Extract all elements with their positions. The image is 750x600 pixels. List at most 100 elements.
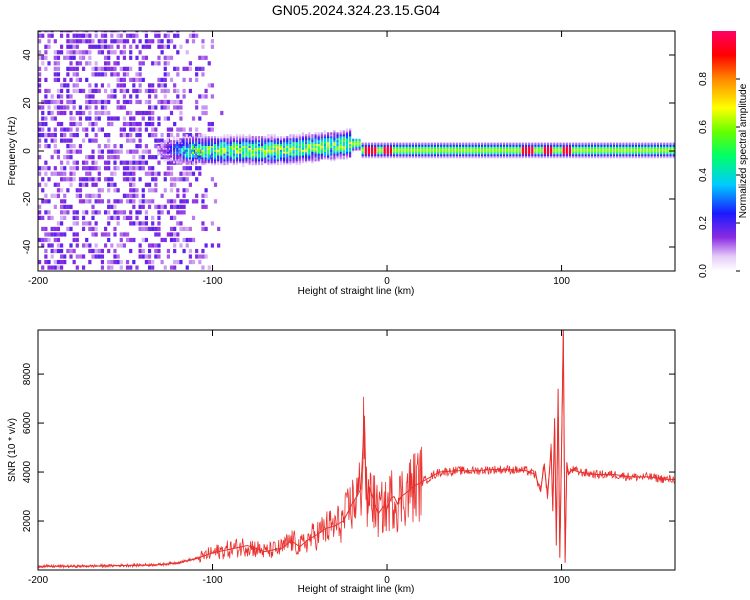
heatmap-cell bbox=[270, 161, 273, 164]
heatmap-cell bbox=[163, 147, 166, 150]
heatmap-cell bbox=[107, 116, 111, 121]
heatmap-cell bbox=[72, 39, 76, 44]
heatmap-cell bbox=[352, 148, 355, 151]
heatmap-cell bbox=[166, 254, 170, 259]
heatmap-cell bbox=[81, 50, 86, 55]
heatmap-cell bbox=[122, 243, 127, 248]
heatmap-cell bbox=[421, 150, 424, 153]
heatmap-cell bbox=[327, 153, 330, 156]
heatmap-cell bbox=[47, 133, 51, 138]
heatmap-cell bbox=[198, 166, 202, 171]
heatmap-cell bbox=[88, 226, 92, 232]
heatmap-cell bbox=[188, 88, 192, 94]
heatmap-cell bbox=[414, 142, 418, 145]
heatmap-cell bbox=[44, 31, 48, 33]
heatmap-cell bbox=[386, 148, 389, 151]
heatmap-cell bbox=[254, 139, 257, 143]
heatmap-cell bbox=[242, 163, 245, 166]
heatmap-cell bbox=[56, 171, 61, 176]
heatmap-cell bbox=[85, 155, 89, 160]
heatmap-cell bbox=[226, 149, 229, 152]
heatmap-cell bbox=[201, 147, 204, 150]
heatmap-cell bbox=[502, 154, 506, 157]
heatmap-cell bbox=[550, 148, 553, 151]
heatmap-cell bbox=[166, 72, 170, 77]
heatmap-cell bbox=[594, 142, 597, 145]
heatmap-cell bbox=[173, 105, 177, 110]
heatmap-cell bbox=[590, 146, 594, 149]
heatmap-cell bbox=[600, 142, 603, 145]
heatmap-cell bbox=[103, 226, 108, 232]
heatmap-cell bbox=[311, 143, 314, 146]
heatmap-cell bbox=[449, 156, 452, 159]
heatmap-cell bbox=[333, 143, 336, 146]
heatmap-cell bbox=[41, 188, 45, 193]
heatmap-cell bbox=[157, 145, 160, 148]
heatmap-cell bbox=[644, 156, 647, 159]
heatmap-cell bbox=[223, 134, 226, 137]
heatmap-cell bbox=[201, 44, 205, 49]
heatmap-cell bbox=[524, 142, 528, 145]
heatmap-cell bbox=[66, 39, 70, 44]
heatmap-cell bbox=[405, 150, 408, 153]
heatmap-cell bbox=[330, 155, 333, 158]
heatmap-cell bbox=[204, 94, 208, 99]
heatmap-cell bbox=[669, 152, 672, 155]
heatmap-cell bbox=[402, 154, 405, 157]
heatmap-cell bbox=[443, 152, 446, 155]
heatmap-cell bbox=[283, 147, 286, 150]
heatmap-cell bbox=[201, 72, 205, 77]
heatmap-cell bbox=[289, 155, 292, 158]
heatmap-cell bbox=[53, 144, 57, 149]
heatmap-cell bbox=[157, 160, 161, 165]
heatmap-cell bbox=[213, 136, 217, 139]
heatmap-cell bbox=[107, 61, 111, 66]
heatmap-cell bbox=[119, 210, 123, 215]
heatmap-cell bbox=[41, 215, 45, 220]
heatmap-cell bbox=[151, 188, 155, 193]
heatmap-cell bbox=[185, 138, 188, 141]
heatmap-cell bbox=[443, 146, 446, 149]
heatmap-cell bbox=[103, 110, 108, 116]
heatmap-cell bbox=[173, 248, 177, 254]
heatmap-cell bbox=[600, 150, 603, 153]
heatmap-cell bbox=[669, 142, 672, 145]
heatmap-cell bbox=[210, 145, 213, 148]
heatmap-cell bbox=[163, 237, 167, 243]
heatmap-cell bbox=[320, 151, 323, 154]
heatmap-cell bbox=[641, 154, 644, 157]
heatmap-cell bbox=[333, 145, 336, 148]
heatmap-cell bbox=[471, 154, 474, 157]
heatmap-cell bbox=[305, 145, 308, 148]
heatmap-cell bbox=[367, 146, 371, 149]
heatmap-cell bbox=[138, 110, 142, 116]
heatmap-cell bbox=[185, 161, 188, 164]
heatmap-cell bbox=[75, 215, 79, 220]
heatmap-cell bbox=[88, 88, 92, 94]
heatmap-cell bbox=[179, 151, 182, 154]
heatmap-cell bbox=[210, 83, 214, 88]
heatmap-cell bbox=[490, 150, 493, 153]
heatmap-cell bbox=[534, 156, 537, 159]
heatmap-cell bbox=[195, 99, 199, 105]
heatmap-cell bbox=[41, 127, 45, 132]
heatmap-cell bbox=[452, 156, 455, 159]
heatmap-cell bbox=[336, 145, 339, 148]
heatmap-cell bbox=[562, 142, 565, 145]
heatmap-cell bbox=[66, 226, 70, 232]
heatmap-cell bbox=[72, 66, 76, 71]
heatmap-cell bbox=[144, 33, 149, 38]
heatmap-cell bbox=[176, 157, 179, 160]
heatmap-cell bbox=[235, 153, 239, 156]
heatmap-cell bbox=[163, 55, 167, 60]
heatmap-cell bbox=[97, 99, 101, 105]
heatmap-cell bbox=[424, 142, 427, 145]
heatmap-cell bbox=[132, 77, 136, 82]
heatmap-cell bbox=[232, 145, 235, 148]
heatmap-cell bbox=[446, 156, 449, 159]
heatmap-cell bbox=[248, 147, 251, 150]
heatmap-cell bbox=[122, 232, 127, 237]
heatmap-cell bbox=[116, 221, 120, 226]
heatmap-cell bbox=[135, 121, 139, 127]
heatmap-cell bbox=[603, 152, 606, 155]
